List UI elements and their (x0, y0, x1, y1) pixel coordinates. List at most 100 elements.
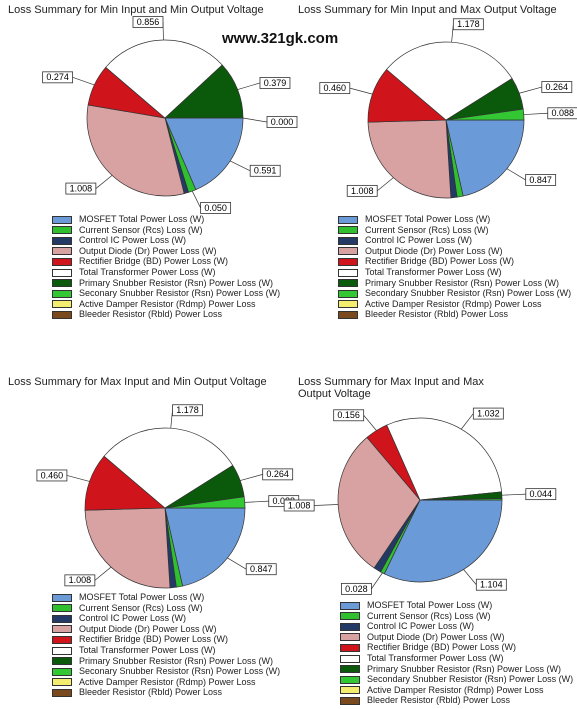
legend-label: Bleeder Resistor (Rbld) Power Loss (365, 309, 509, 320)
legend-swatch (340, 644, 360, 652)
legend-label: Control IC Power Loss (W) (79, 235, 187, 246)
legend: MOSFET Total Power Loss (W) Current Senso… (52, 214, 280, 320)
legend-label: MOSFET Total Power Loss (W) (365, 214, 491, 224)
legend-swatch (340, 686, 360, 695)
data-label: 0.379 (264, 78, 287, 88)
label-box (475, 578, 507, 591)
legend-entry: Current Sensor (Rcs) Loss (W) (340, 611, 573, 622)
pie-slice (103, 427, 234, 509)
legend-entry: Current Sensor (Rcs) Loss (W) (52, 225, 280, 236)
legend-label: Bleeder Resistor (Rbld) Power Loss (79, 687, 223, 698)
legend-entry: Total Transformer Power Loss (W) (340, 653, 573, 664)
leader-line (460, 413, 474, 430)
legend-swatch (52, 625, 72, 634)
label-box (36, 469, 68, 482)
legend-label: Bleeder Resistor (Rbld) Power Loss (367, 695, 511, 706)
label-box (541, 81, 573, 93)
label-box (472, 407, 504, 420)
legend-entry: Output Diode (Dr) Power Loss (W) (340, 632, 573, 643)
legend: MOSFET Total Power Loss (W) Current Senso… (338, 214, 571, 320)
legend-entry: Primary Snubber Resistor (Rsn) Power Los… (52, 656, 280, 667)
leader-line (95, 175, 113, 189)
legend-label: Rectifier Bridge (BD) Power Loss (W) (79, 256, 229, 267)
legend-swatch (52, 268, 72, 277)
legend-entry: Control IC Power Loss (W) (52, 235, 280, 246)
label-box (319, 82, 351, 95)
leader-line (349, 87, 373, 95)
legend-entry: Bleeder Resistor (Rbld) Power Loss (52, 309, 280, 320)
leader-line (229, 160, 251, 172)
label-box (249, 164, 281, 177)
legend-entry: Control IC Power Loss (W) (52, 613, 280, 624)
data-label: 0.847 (250, 564, 273, 574)
label-box (42, 71, 74, 84)
legend-entry: Current Sensor (Rcs) Loss (W) (52, 603, 280, 614)
pie-slice (164, 507, 246, 587)
legend-label: MOSFET Total Power Loss (W) (79, 592, 205, 602)
legend-entry: Rectifier Bridge (BD) Power Loss (W) (52, 634, 280, 645)
label-box (283, 499, 315, 512)
legend: MOSFET Total Power Loss (W) Current Senso… (52, 592, 280, 698)
legend-swatch (338, 258, 358, 266)
legend-entry: Control IC Power Loss (W) (340, 621, 573, 632)
legend-entry: MOSFET Total Power Loss (W) (340, 600, 573, 611)
label-box (346, 184, 378, 197)
legend-label: Output Diode (Dr) Power Loss (W) (365, 245, 503, 256)
legend-label: Bleeder Resistor (Rbld) Power Loss (79, 309, 223, 320)
data-label: 1.008 (69, 575, 92, 585)
data-label: 1.008 (351, 186, 374, 196)
pie-slice (367, 119, 452, 199)
leader-line (191, 190, 201, 209)
data-label: 0.856 (137, 17, 160, 27)
legend-swatch (52, 593, 72, 602)
data-label: 0.460 (324, 83, 347, 93)
leader-line (371, 572, 383, 590)
legend-swatch (52, 678, 72, 687)
data-label: 0.460 (41, 470, 64, 480)
legend-label: Rectifier Bridge (BD) Power Loss (W) (367, 642, 517, 653)
leader-line (523, 112, 548, 115)
data-label: 0.044 (530, 489, 553, 499)
legend-entry: Active Damper Resistor (Rdmp) Power Loss (52, 677, 280, 688)
legend-label: Rectifier Bridge (BD) Power Loss (W) (79, 634, 229, 645)
legend-label: Current Sensor (Rcs) Loss (W) (79, 602, 203, 613)
leader-line (519, 86, 542, 94)
legend-entry: MOSFET Total Power Loss (W) (52, 214, 280, 225)
legend-entry: MOSFET Total Power Loss (W) (338, 214, 571, 225)
legend-swatch (340, 633, 360, 642)
leader-line (237, 82, 261, 90)
legend-label: Total Transformer Power Loss (W) (79, 266, 216, 277)
legend-label: Primary Snubber Resistor (Rsn) Power Los… (79, 655, 274, 666)
legend-label: Total Transformer Power Loss (W) (367, 652, 504, 663)
label-box (452, 18, 484, 31)
legend-entry: Active Damper Resistor (Rdmp) Power Loss (52, 299, 280, 310)
legend-swatch (338, 300, 358, 309)
legend-label: Primary Snubber Resistor (Rsn) Power Los… (79, 277, 274, 288)
legend-label: Seconary Snubber Resistor (Rsn) Power Lo… (79, 288, 281, 299)
data-label: 0.000 (271, 117, 294, 127)
legend-label: Total Transformer Power Loss (W) (79, 644, 216, 655)
pie-slice (386, 417, 502, 501)
data-label: 0.264 (266, 469, 289, 479)
legend-entry: Bleeder Resistor (Rbld) Power Loss (340, 695, 573, 706)
legend-label: Control IC Power Loss (W) (79, 613, 187, 624)
legend-label: Current Sensor (Rcs) Loss (W) (365, 224, 489, 235)
legend-swatch (340, 696, 360, 705)
legend-entry: Bleeder Resistor (Rbld) Power Loss (338, 309, 571, 320)
leader-line (72, 76, 95, 86)
chart-title: Loss Summary for Max Input and Min Outpu… (8, 376, 267, 388)
legend-swatch (338, 226, 358, 235)
legend-swatch (338, 268, 358, 277)
legend-swatch (340, 665, 360, 674)
leader-line (66, 475, 90, 482)
label-box (547, 107, 577, 120)
legend-label: Output Diode (Dr) Power Loss (W) (79, 623, 217, 634)
label-box (333, 409, 365, 422)
legend-swatch (340, 654, 360, 663)
data-label: 0.088 (272, 496, 295, 506)
data-label: 1.008 (70, 183, 93, 193)
data-label: 1.178 (176, 405, 199, 415)
legend-label: MOSFET Total Power Loss (W) (367, 600, 493, 610)
legend-swatch (338, 247, 358, 256)
